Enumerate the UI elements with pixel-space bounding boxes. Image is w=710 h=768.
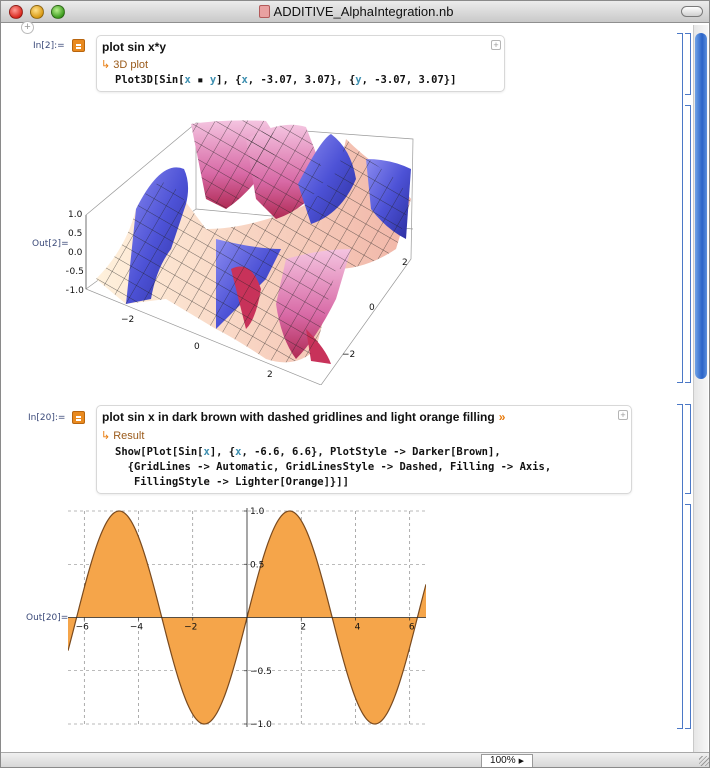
- code-var-x: x: [184, 74, 191, 86]
- output-bracket-1[interactable]: [685, 105, 691, 383]
- pod-title-2-text: Result: [113, 430, 145, 442]
- code-l1a: Show[Plot[Sin[: [115, 446, 204, 458]
- plot3d-x-axis: −2 0 2: [121, 315, 273, 380]
- code-l1b: ], {: [209, 446, 236, 458]
- pod-title-1: ↳ 3D plot: [101, 58, 148, 71]
- code-mul: ▪: [190, 74, 210, 86]
- zoom-window-button[interactable]: [51, 5, 65, 19]
- sin-plot-graphic[interactable]: −6 −4 −2 2 4 6 1.0 0.5 −0.5 −1.0: [68, 504, 426, 731]
- in-label-2: In[20]:=: [28, 413, 66, 423]
- output-bracket-2[interactable]: [685, 504, 691, 729]
- y-tick-label: 2: [402, 258, 408, 268]
- x-tick-label: 2: [300, 623, 306, 633]
- code-l1c: , -6.6, 6.6}, PlotStyle -> Darker[Brown]…: [241, 446, 501, 458]
- code-l2: {GridLines -> Automatic, GridLinesStyle …: [115, 461, 552, 473]
- code-mid1: ], {: [216, 74, 242, 86]
- y-tick-label: −2: [342, 350, 355, 360]
- code-var-x2: x: [241, 74, 248, 86]
- code-tail: , -3.07, 3.07}]: [361, 74, 457, 86]
- expand-plus-icon[interactable]: +: [618, 410, 628, 420]
- y-tick-label: 0.5: [250, 560, 264, 570]
- alpha-query-1[interactable]: plot sin x*y: [102, 40, 167, 54]
- y-tick-label: −0.5: [250, 667, 272, 677]
- x-tick-label: −4: [130, 623, 144, 633]
- cell-bracket-2[interactable]: [677, 404, 683, 729]
- alpha-input-box-1[interactable]: plot sin x*y + ↳ 3D plot Plot3D[Sin[x ▪ y…: [96, 35, 505, 92]
- input-bracket-1[interactable]: [685, 33, 691, 95]
- alpha-query-2[interactable]: plot sin x in dark brown with dashed gri…: [102, 410, 505, 424]
- z-tick-label: −0.5: [66, 267, 84, 277]
- x-tick-label: 4: [355, 623, 361, 633]
- y-tick-label: 1.0: [250, 507, 265, 517]
- return-arrow-icon: ↳: [101, 59, 111, 71]
- z-tick-label: 0.5: [68, 229, 82, 239]
- code-block-2: Show[Plot[Sin[x], {x, -6.6, 6.6}, PlotSt…: [115, 445, 551, 490]
- status-bar: 100% ▶: [1, 752, 709, 767]
- y-tick-label: −1.0: [250, 720, 272, 730]
- code-var-y2: y: [355, 74, 362, 86]
- cell-bracket-1[interactable]: [677, 33, 683, 383]
- add-cell-plus-icon[interactable]: +: [21, 21, 34, 34]
- resize-grip-icon[interactable]: [699, 756, 709, 766]
- pod-title-1-text: 3D plot: [113, 59, 149, 71]
- x-tick-label: 0: [194, 342, 200, 352]
- zoom-value[interactable]: 100%: [490, 755, 516, 766]
- code-var-x: x: [203, 446, 210, 458]
- input-bracket-2[interactable]: [685, 404, 691, 494]
- title-bar[interactable]: ADDITIVE_AlphaIntegration.nb: [1, 1, 709, 23]
- x-tick-label: 6: [409, 623, 415, 633]
- alpha-cell-menu-icon[interactable]: [72, 39, 85, 52]
- code-line-1: Plot3D[Sin[x ▪ y], {x, -3.07, 3.07}, {y,…: [115, 73, 456, 88]
- notebook-document-icon: [258, 5, 270, 18]
- code-l3: FillingStyle -> Lighter[Orange]}]]: [115, 476, 349, 488]
- out-label-1: Out[2]=: [32, 239, 69, 249]
- plot3d-graphic[interactable]: 1.0 0.5 0.0 −0.5 −1.0 −2 0 2 2 0 −2: [66, 99, 431, 385]
- plot3d-z-axis: 1.0 0.5 0.0 −0.5 −1.0: [66, 210, 87, 296]
- window-title-text: ADDITIVE_AlphaIntegration.nb: [273, 4, 454, 19]
- x-tick-label: −2: [121, 315, 134, 325]
- alpha-cell-menu-icon[interactable]: [72, 411, 85, 424]
- code-mid2: , -3.07, 3.07}, {: [247, 74, 356, 86]
- alpha-query-2-text[interactable]: plot sin x in dark brown with dashed gri…: [102, 410, 495, 424]
- toolbar-toggle-button[interactable]: [681, 6, 703, 17]
- x-tick-label: 2: [267, 370, 273, 380]
- alpha-input-box-2[interactable]: plot sin x in dark brown with dashed gri…: [96, 405, 632, 494]
- minimize-window-button[interactable]: [30, 5, 44, 19]
- out-label-2: Out[20]=: [26, 613, 69, 623]
- vertical-scrollbar[interactable]: [693, 25, 708, 752]
- scrollbar-thumb[interactable]: [695, 33, 707, 379]
- pod-title-2: ↳ Result: [101, 429, 144, 442]
- chevron-right-icon[interactable]: ▶: [518, 758, 524, 765]
- z-tick-label: −1.0: [66, 286, 84, 296]
- code-var-x2: x: [235, 446, 242, 458]
- code-var-y: y: [209, 74, 217, 86]
- z-tick-label: 0.0: [68, 248, 83, 258]
- y-tick-label: 0: [369, 303, 375, 313]
- window-title: ADDITIVE_AlphaIntegration.nb: [1, 4, 709, 19]
- expand-plus-icon[interactable]: +: [491, 40, 501, 50]
- plot3d-y-axis: 2 0 −2: [342, 258, 408, 360]
- zoom-menu[interactable]: 100% ▶: [481, 754, 533, 767]
- plot3d-surface: [96, 120, 411, 364]
- alpha-more-arrow-icon[interactable]: »: [498, 410, 506, 424]
- return-arrow-icon: ↳: [101, 430, 111, 442]
- code-fn: Plot3D[Sin[: [115, 74, 185, 86]
- in-label-1: In[2]:=: [33, 41, 65, 51]
- close-window-button[interactable]: [9, 5, 23, 19]
- z-tick-label: 1.0: [68, 210, 83, 220]
- x-tick-label: −6: [76, 623, 90, 633]
- x-tick-label: −2: [184, 623, 197, 633]
